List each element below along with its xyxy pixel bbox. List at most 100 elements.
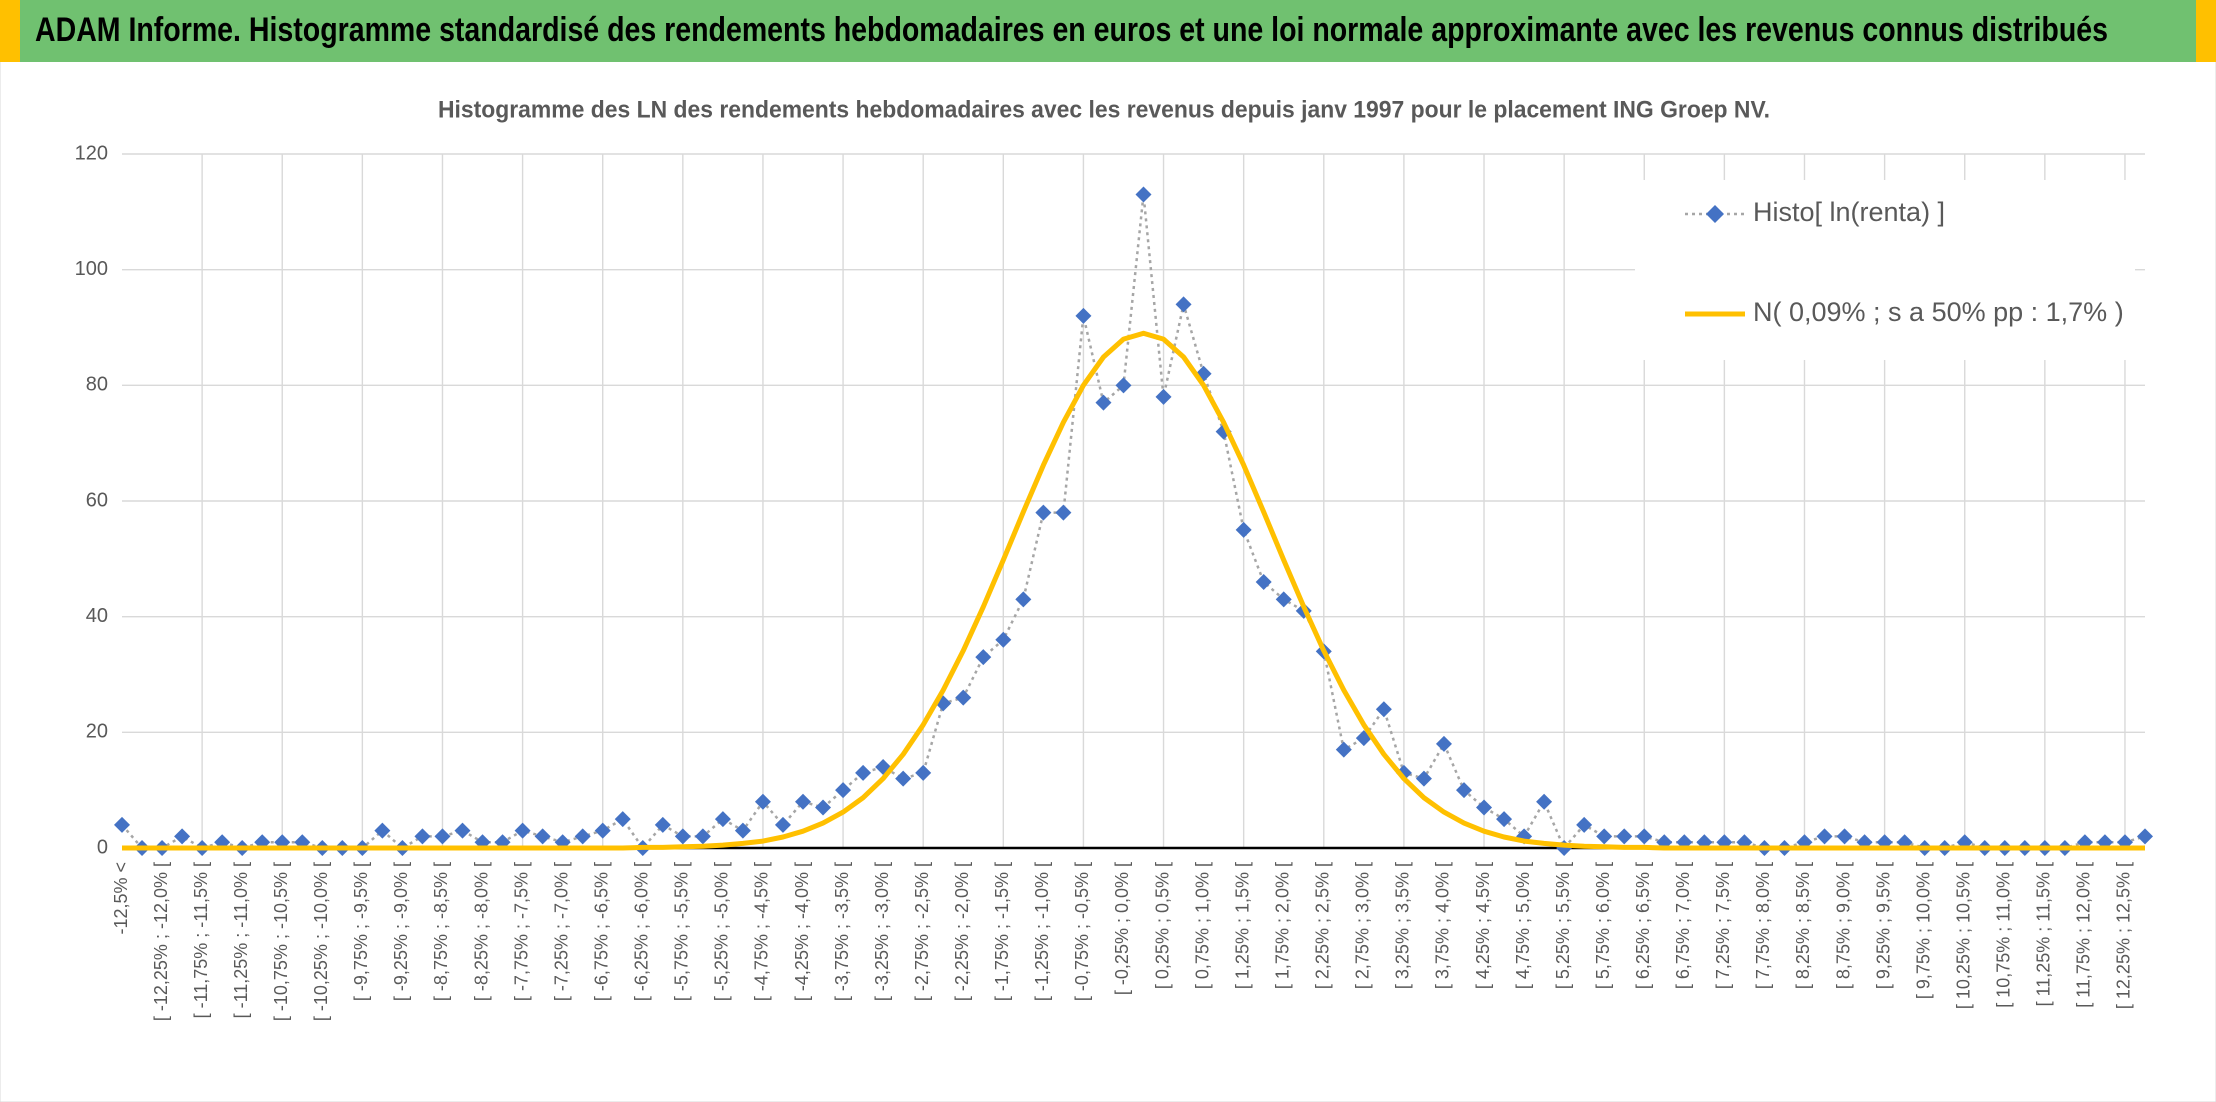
data-point: [835, 782, 852, 799]
data-point: [1155, 388, 1172, 405]
x-tick-label: [ 9,75% ; 10,0% [: [1913, 862, 1933, 999]
chart-title: Histogramme des LN des rendements hebdom…: [438, 96, 1770, 123]
y-tick-label: 80: [86, 374, 108, 396]
y-tick-label: 20: [86, 721, 108, 743]
y-tick-label: 60: [86, 489, 108, 511]
x-tick-label: -12,5% <: [111, 862, 131, 935]
series-line: [122, 330, 2145, 851]
x-tick-label: [ 11,75% ; 12,0% [: [2074, 862, 2094, 1008]
x-tick-label: [ 11,25% ; 11,5% [: [2034, 862, 2054, 1006]
x-tick-label: [ -11,25% ; -11,0% [: [231, 862, 251, 1018]
x-tick-label: [ 8,25% ; 8,5% [: [1793, 862, 1813, 989]
data-point: [1576, 816, 1593, 833]
x-tick-label: [ -10,25% ; -10,0% [: [311, 862, 331, 1021]
x-tick-label: [ -6,25% ; -6,0% [: [632, 862, 652, 1001]
data-point: [714, 811, 731, 828]
x-tick-label: [ 3,25% ; 3,5% [: [1393, 862, 1413, 989]
data-point: [2137, 828, 2153, 845]
page-title: ADAM Informe. Histogramme standardisé de…: [35, 11, 2108, 49]
data-point: [1235, 521, 1252, 538]
data-point: [1055, 504, 1072, 521]
legend-label: N( 0,09% ; s a 50% pp : 1,7% ): [1753, 297, 2124, 327]
data-point: [1496, 811, 1513, 828]
x-tick-label: [ -5,25% ; -5,0% [: [712, 862, 732, 1001]
legend-marker: [1706, 205, 1724, 223]
x-tick-label: [ 10,25% ; 10,5% [: [1953, 862, 1973, 1009]
x-tick-label: [ 4,75% ; 5,0% [: [1513, 862, 1533, 989]
data-point: [1115, 377, 1132, 394]
data-point: [1175, 296, 1192, 313]
x-tick-label: [ -9,75% ; -9,5% [: [351, 862, 371, 1001]
data-point: [1035, 504, 1052, 521]
data-point: [1435, 735, 1452, 752]
x-tick-label: [ -12,25% ; -12,0% [: [151, 862, 171, 1021]
data-point: [1335, 741, 1352, 758]
x-tick-label: [ -5,75% ; -5,5% [: [672, 862, 692, 1001]
data-point: [1255, 573, 1272, 590]
x-tick-label: [ 9,25% ; 9,5% [: [1873, 862, 1893, 989]
x-tick-label: [ -0,25% ; 0,0% [: [1112, 862, 1132, 995]
x-tick-label: [ -1,75% ; -1,5% [: [992, 862, 1012, 1001]
data-point: [1596, 828, 1613, 845]
x-tick-label: [ 7,25% ; 7,5% [: [1713, 862, 1733, 989]
data-point: [915, 764, 932, 781]
data-point: [1375, 701, 1392, 718]
x-tick-label: [ 2,25% ; 2,5% [: [1313, 862, 1333, 989]
data-point: [414, 828, 431, 845]
data-point: [614, 811, 631, 828]
x-tick-label: [ 10,75% ; 11,0% [: [1994, 862, 2014, 1008]
x-tick-label: [ 3,75% ; 4,0% [: [1433, 862, 1453, 989]
x-tick-label: [ 2,75% ; 3,0% [: [1353, 862, 1373, 989]
data-point: [1015, 591, 1032, 608]
data-point: [975, 649, 992, 666]
data-point: [374, 822, 391, 839]
data-point: [1476, 799, 1493, 816]
x-tick-label: [ -3,25% ; -3,0% [: [872, 862, 892, 1001]
data-point: [1135, 186, 1152, 203]
y-tick-label: 100: [75, 258, 108, 280]
y-tick-label: 120: [75, 142, 108, 164]
x-tick-label: [ -7,25% ; -7,0% [: [551, 862, 571, 1001]
legend-label: Histo[ ln(renta) ]: [1753, 197, 1945, 227]
data-point: [694, 828, 711, 845]
x-tick-label: [ -2,75% ; -2,5% [: [912, 862, 932, 1001]
y-tick-label: 40: [86, 605, 108, 627]
header-edge: [0, 0, 20, 62]
x-tick-label: [ 7,75% ; 8,0% [: [1753, 862, 1773, 989]
x-tick-label: [ 5,75% ; 6,0% [: [1593, 862, 1613, 989]
x-tick-label: [ -4,75% ; -4,5% [: [752, 862, 772, 1001]
data-point: [434, 828, 451, 845]
data-point: [174, 828, 191, 845]
data-point: [734, 822, 751, 839]
data-point: [1415, 770, 1432, 787]
data-point: [795, 793, 812, 810]
x-tick-label: [ 5,25% ; 5,5% [: [1553, 862, 1573, 989]
x-tick-label: [ -9,25% ; -9,0% [: [391, 862, 411, 1001]
x-tick-label: [ -2,25% ; -2,0% [: [952, 862, 972, 1001]
data-point: [995, 631, 1012, 648]
data-point: [1075, 307, 1092, 324]
data-point: [1536, 793, 1553, 810]
data-point: [1816, 828, 1833, 845]
x-tick-label: [ -7,75% ; -7,5% [: [511, 862, 531, 1001]
x-tick-label: [ 0,75% ; 1,0% [: [1192, 862, 1212, 989]
x-tick-label: [ -1,25% ; -1,0% [: [1032, 862, 1052, 1001]
data-point: [534, 828, 551, 845]
data-point: [1455, 782, 1472, 799]
data-point: [674, 828, 691, 845]
x-tick-label: [ -8,75% ; -8,5% [: [431, 862, 451, 1001]
x-tick-label: [ -10,75% ; -10,5% [: [271, 862, 291, 1021]
x-tick-label: [ 1,75% ; 2,0% [: [1272, 862, 1292, 989]
data-point: [654, 816, 671, 833]
data-point: [1275, 591, 1292, 608]
data-point: [594, 822, 611, 839]
data-point: [454, 822, 471, 839]
data-point: [1616, 828, 1633, 845]
data-point: [855, 764, 872, 781]
x-tick-label: [ -0,75% ; -0,5% [: [1072, 862, 1092, 1001]
x-tick-label: [ -11,75% ; -11,5% [: [191, 862, 211, 1018]
x-tick-label: [ 8,75% ; 9,0% [: [1833, 862, 1853, 989]
data-point: [1095, 394, 1112, 411]
